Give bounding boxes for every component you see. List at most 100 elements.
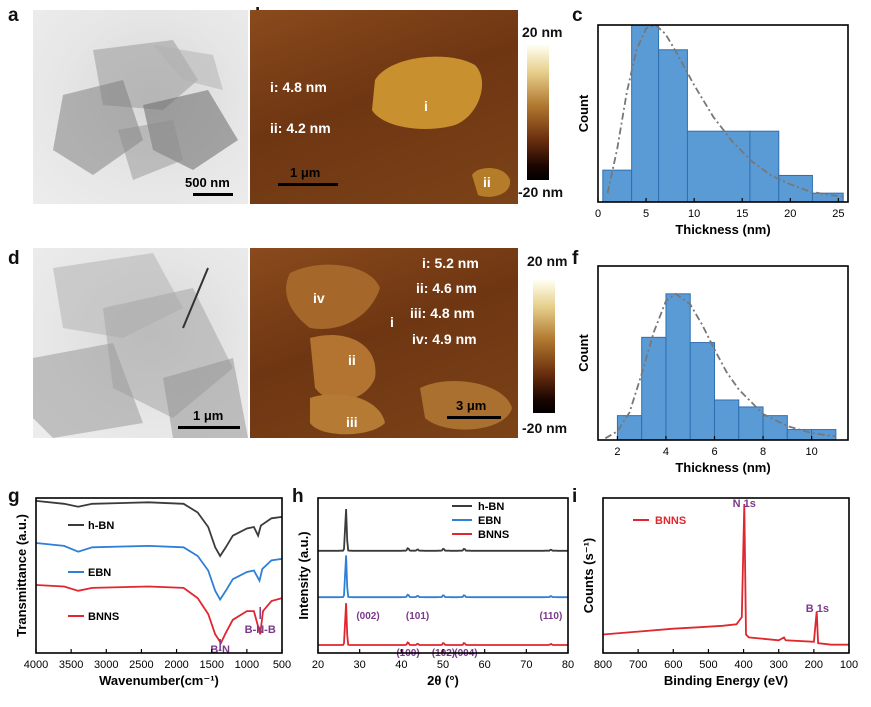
x-tick-label: 40 bbox=[395, 659, 407, 671]
flake-label: i bbox=[424, 98, 428, 114]
histogram-bar bbox=[616, 415, 643, 441]
tem-flake bbox=[163, 358, 248, 438]
histogram-bar bbox=[658, 49, 688, 203]
tem-flake bbox=[153, 45, 223, 90]
x-tick-label: 300 bbox=[770, 659, 788, 671]
x-tick-label: 30 bbox=[354, 659, 366, 671]
flake-label: ii bbox=[483, 174, 491, 190]
x-axis-label: Thickness (nm) bbox=[675, 222, 770, 237]
afm-flake-iii bbox=[310, 394, 385, 435]
pattern-h-BN bbox=[318, 508, 568, 552]
colorbar-min-label: -20 nm bbox=[522, 420, 568, 436]
plot-frame bbox=[35, 497, 283, 654]
histogram-bar bbox=[778, 174, 813, 203]
y-axis-label: Intensity (a.u.) bbox=[296, 531, 311, 619]
histogram-bar bbox=[641, 336, 667, 441]
x-tick-label: 2000 bbox=[164, 659, 188, 671]
y-axis-label: Counts (s⁻¹) bbox=[581, 538, 596, 613]
histogram-bar bbox=[631, 24, 660, 203]
afm-flake-ii bbox=[310, 334, 376, 401]
spectrum-EBN bbox=[35, 542, 283, 602]
legend-label: BNNS bbox=[478, 529, 509, 541]
x-tick-label: 0 bbox=[595, 208, 601, 220]
x-tick-label: 500 bbox=[699, 659, 717, 671]
tem-image-a: 500 nm bbox=[33, 10, 248, 204]
tem-flakes-a bbox=[53, 40, 238, 180]
x-tick-label: 4000 bbox=[24, 659, 48, 671]
tem-edge bbox=[182, 267, 209, 329]
xps-chart-i: BNNS N 1s B 1s 800 700 600 500 400 300 200 100 Bind… bbox=[581, 497, 858, 688]
legend-label: EBN bbox=[478, 515, 501, 527]
scale-bar bbox=[178, 426, 240, 429]
colorbar-min-label: -20 nm bbox=[518, 184, 564, 200]
scale-label-d: 1 μm bbox=[193, 408, 224, 423]
histogram-bar bbox=[714, 399, 740, 441]
x-tick-label: 800 bbox=[594, 659, 612, 671]
histogram-bar bbox=[738, 406, 764, 441]
x-tick-label: 2500 bbox=[129, 659, 153, 671]
fit-curve bbox=[604, 292, 837, 440]
tem-flake bbox=[118, 120, 183, 180]
tem-flake bbox=[143, 90, 238, 170]
legend-label: BNNS bbox=[88, 611, 119, 623]
histogram-bar bbox=[689, 342, 716, 441]
y-axis-label: Transmittance (a.u.) bbox=[14, 514, 29, 637]
plot-frame bbox=[597, 24, 849, 203]
flake-label: iii bbox=[346, 414, 358, 430]
x-tick-label: 60 bbox=[479, 659, 491, 671]
pattern-BNNS bbox=[318, 603, 568, 646]
x-tick-label: 600 bbox=[664, 659, 682, 671]
x-tick-label: 10 bbox=[688, 208, 700, 220]
thickness-label: ii: 4.6 nm bbox=[416, 280, 477, 296]
plot-frame bbox=[602, 497, 850, 654]
annotation-label: (002) bbox=[356, 611, 379, 622]
panel-letter-f: f bbox=[572, 248, 579, 269]
tem-flake bbox=[33, 343, 143, 438]
flake-label: ii bbox=[348, 352, 356, 368]
x-tick-label: 25 bbox=[832, 208, 844, 220]
plot-frame bbox=[597, 265, 849, 441]
x-tick-label: 2 bbox=[614, 446, 620, 458]
legend-label: h-BN bbox=[88, 520, 114, 532]
x-tick-label: 10 bbox=[805, 446, 817, 458]
x-tick-label: 8 bbox=[760, 446, 766, 458]
spectrum-BNNS bbox=[35, 584, 283, 645]
legend-label: BNNS bbox=[655, 515, 686, 527]
colorbar-b bbox=[527, 45, 549, 180]
x-tick-label: 4 bbox=[663, 446, 669, 458]
tem-image-d: 1 μm bbox=[33, 248, 248, 438]
afm-flake-iv bbox=[286, 264, 380, 329]
panel-letter-d: d bbox=[8, 248, 20, 269]
panel-letter-g: g bbox=[8, 486, 20, 507]
colorbar-max-label: 20 nm bbox=[522, 24, 563, 40]
spectrum-h-BN bbox=[35, 500, 283, 558]
x-tick-label: 700 bbox=[629, 659, 647, 671]
x-axis-label: Binding Energy (eV) bbox=[664, 673, 788, 688]
x-tick-label: 3500 bbox=[59, 659, 83, 671]
thickness-label: i: 4.8 nm bbox=[270, 79, 327, 95]
histogram-bar bbox=[665, 293, 691, 441]
scale-bar bbox=[193, 193, 233, 196]
x-tick-label: 5 bbox=[643, 208, 649, 220]
y-axis-label: Count bbox=[576, 94, 591, 132]
annotation-label: B 1s bbox=[806, 603, 829, 615]
ftir-chart-g: h-BN EBN BNNS B-N B-N-B 4000 3500 3000 2500 2000 1… bbox=[14, 497, 291, 688]
scale-label-b: 1 μm bbox=[290, 165, 321, 180]
afm-flakes-e bbox=[286, 264, 512, 435]
histogram-c: 0 5 10 15 20 25 Thickness (nm) Count bbox=[576, 23, 849, 237]
panel-letter-h: h bbox=[292, 486, 304, 507]
x-tick-label: 6 bbox=[711, 446, 717, 458]
tem-flake bbox=[53, 80, 143, 175]
scale-label-e: 3 μm bbox=[456, 398, 487, 413]
x-tick-label: 100 bbox=[840, 659, 858, 671]
scale-bar bbox=[447, 416, 501, 419]
annotation-label: B-N bbox=[210, 644, 230, 656]
thickness-label: iv: 4.9 nm bbox=[412, 331, 477, 347]
flake-label: i bbox=[390, 314, 394, 330]
histogram-bar bbox=[762, 415, 788, 441]
x-tick-label: 1500 bbox=[199, 659, 223, 671]
x-axis-label: Wavenumber(cm⁻¹) bbox=[99, 673, 219, 688]
x-axis-label: 2θ (°) bbox=[427, 673, 459, 688]
scale-label-a: 500 nm bbox=[185, 175, 230, 190]
afm-flake-ii bbox=[472, 168, 511, 197]
